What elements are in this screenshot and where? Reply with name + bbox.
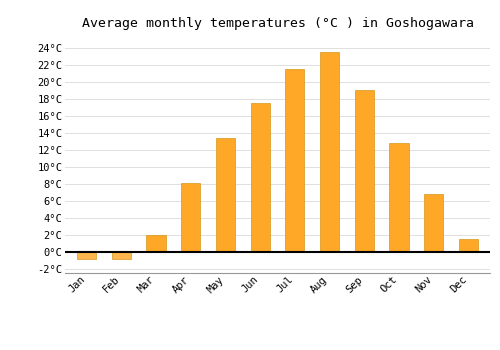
Bar: [320, 52, 339, 252]
Bar: [181, 183, 201, 252]
Bar: [354, 90, 374, 252]
Bar: [250, 103, 270, 252]
Bar: [112, 252, 131, 259]
Bar: [216, 138, 235, 252]
Title: Average monthly temperatures (°C ) in Goshogawara: Average monthly temperatures (°C ) in Go…: [82, 17, 473, 30]
Bar: [77, 252, 96, 259]
Bar: [390, 143, 408, 252]
Bar: [146, 235, 166, 252]
Bar: [424, 194, 444, 252]
Bar: [459, 239, 478, 252]
Bar: [286, 69, 304, 252]
